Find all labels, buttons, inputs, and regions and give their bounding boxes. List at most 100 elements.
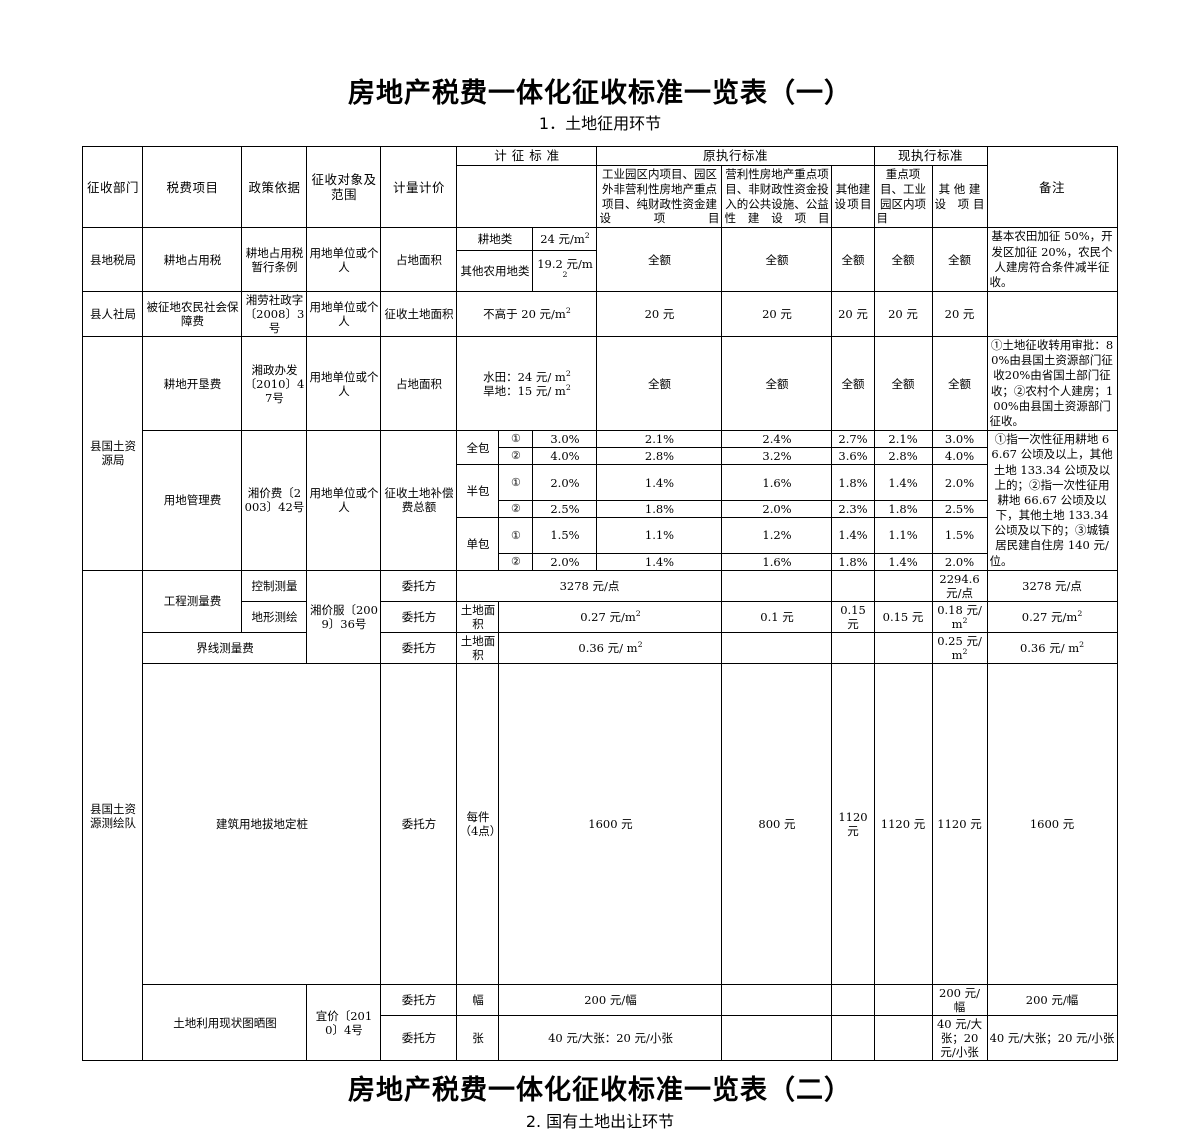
cell-item: 控制测量 bbox=[241, 569, 308, 602]
table-row: 建筑用地拔地定桩 委托方 每件（4点） 1600 元 800 元 1120 元 … bbox=[83, 662, 1118, 986]
cell-orig-c: 3.6% bbox=[831, 447, 875, 466]
cell-policy: 湘价费〔2003〕42号 bbox=[241, 430, 308, 571]
cell-item: 被征地农民社会保障费 bbox=[142, 291, 243, 338]
page-subtitle-2: 2. 国有土地出让环节 bbox=[525, 1111, 675, 1131]
cell-orig-a bbox=[721, 984, 833, 1017]
cell-object: 委托方 bbox=[380, 569, 458, 602]
cell-index: ② bbox=[498, 499, 534, 518]
cell-orig-a: 1.1% bbox=[596, 516, 723, 554]
header-item: 税费项目 bbox=[142, 146, 243, 229]
table-row: 半包 ① 2.0% 1.4% 1.6% 1.8% 1.4% 2.0% bbox=[83, 464, 1117, 518]
cell-cur-b: 全额 bbox=[931, 336, 988, 432]
cell-orig-a: 20 元 bbox=[596, 291, 723, 338]
cell-orig-a: 1.4% bbox=[596, 552, 723, 571]
cell-orig-a bbox=[721, 1015, 833, 1062]
cell-cur-b: 1.5% bbox=[931, 516, 988, 554]
cell-orig-b: 1.6% bbox=[721, 552, 833, 571]
cell-index: ① bbox=[498, 464, 534, 501]
cell-orig-a: 全额 bbox=[596, 336, 723, 432]
cell-orig-b: 0.15 元 bbox=[831, 600, 875, 633]
cell-orig-c: 1.8% bbox=[831, 464, 875, 501]
cell-standard: 1600 元 bbox=[498, 662, 723, 986]
header-original-group: 原执行标准 bbox=[596, 146, 875, 166]
cell-cur-b: 1600 元 bbox=[986, 662, 1118, 986]
cell-cur-a: 2.1% bbox=[873, 430, 933, 449]
cell-orig-a: 2.8% bbox=[596, 447, 723, 466]
cell-standard-value: 19.2 元/m2 bbox=[532, 249, 598, 293]
cell-orig-c: 20 元 bbox=[831, 291, 875, 338]
cell-object: 委托方 bbox=[380, 631, 458, 664]
table-row: 县人社局 被征地农民社会保障费 湘劳社政字〔2008〕3号 用地单位或个人 征收… bbox=[82, 291, 1118, 338]
header-measure: 计量计价 bbox=[380, 146, 458, 229]
cell-orig-b: 2.4% bbox=[721, 430, 833, 449]
cell-orig-a: 0.1 元 bbox=[721, 600, 833, 633]
cell-index: ① bbox=[498, 516, 534, 554]
cell-index: ① bbox=[498, 430, 534, 449]
cell-policy: 宜价〔2010〕4号 bbox=[306, 984, 382, 1062]
table-row: 县国土资源局 耕地开垦费 湘政办发〔2010〕47号 用地单位或个人 占地面积 … bbox=[82, 336, 1118, 571]
cell-standard: 不高于 20 元/m2 bbox=[456, 291, 598, 338]
cell-orig-a: 1.8% bbox=[596, 499, 723, 518]
fee-standards-table: 征收部门 税费项目 政策依据 征收对象及范围 计量计价 计 征 标 准 原执行标… bbox=[82, 146, 1118, 1062]
cell-cur-a: 1.8% bbox=[873, 499, 933, 518]
cell-cur-a: 1.4% bbox=[873, 464, 933, 501]
cell-cur-b: 0.27 元/m2 bbox=[986, 600, 1118, 633]
cell-index: ② bbox=[498, 447, 534, 466]
header-standard-spacer bbox=[456, 164, 598, 229]
cell-orig-a: 2.1% bbox=[596, 430, 723, 449]
cell-cur-a: 全额 bbox=[873, 336, 933, 432]
table-row: 县国土资源测绘队 工程测量费 控制测量 湘价服〔2009〕36号 委托方 327… bbox=[82, 569, 1118, 1062]
cell-standard: 水田：24 元/ m2 旱地：15 元/ m2 bbox=[456, 336, 598, 432]
cell-standard-value: 24 元/m2 bbox=[532, 227, 598, 251]
cell-orig-a: 800 元 bbox=[721, 662, 833, 986]
cell-cur-a: 2.8% bbox=[873, 447, 933, 466]
cell-index: ② bbox=[498, 552, 534, 571]
cell-orig-b bbox=[831, 984, 875, 1017]
cell-policy: 湘劳社政字〔2008〕3号 bbox=[241, 291, 308, 338]
cell-cur-a: 0.18 元/m2 bbox=[931, 600, 988, 633]
cell-orig-b: 1.2% bbox=[721, 516, 833, 554]
cell-item: 耕地占用税 bbox=[142, 227, 243, 293]
cell-measure: 土地面积 bbox=[456, 631, 500, 664]
cell-standard: 1.5% bbox=[532, 516, 598, 554]
cell-measure: 征收土地补偿费总额 bbox=[380, 430, 458, 571]
table-row: 其他农用地类 19.2 元/m2 bbox=[83, 249, 1117, 293]
cell-orig-b: 20 元 bbox=[721, 291, 833, 338]
cell-standard: 3.0% bbox=[532, 430, 598, 449]
cell-measure: 每件（4点） bbox=[456, 662, 500, 986]
table-row: ② 2.5% 1.8% 2.0% 2.3% 1.8% 2.5% bbox=[83, 499, 1117, 518]
header-cur-a: 重点项目、工业园区内项目 bbox=[873, 164, 933, 229]
cell-cur-a: 20 元 bbox=[873, 291, 933, 338]
cell-orig-c: 1120 元 bbox=[873, 662, 933, 986]
cell-object: 委托方 bbox=[380, 984, 458, 1017]
cell-cur-b: 2.0% bbox=[931, 464, 988, 501]
cell-measure: 土地面积 bbox=[456, 600, 500, 633]
cell-package-label: 全包 bbox=[456, 430, 500, 466]
title-block-bottom: 房地产税费一体化征收标准一览表（二） 2. 国有土地出让环节 bbox=[0, 1061, 1200, 1133]
cell-dept: 县人社局 bbox=[82, 291, 144, 338]
page-title-1: 房地产税费一体化征收标准一览表（一） bbox=[348, 78, 852, 109]
cell-orig-a: 全额 bbox=[596, 227, 723, 293]
cell-remark: ①土地征收转用审批：80%由县国土资源部门征收20%由省国土部门征收；②农村个人… bbox=[986, 336, 1118, 432]
cell-object: 委托方 bbox=[380, 662, 458, 986]
cell-object: 用地单位或个人 bbox=[306, 336, 382, 432]
cell-orig-c: 1.4% bbox=[831, 516, 875, 554]
cell-orig-a: 1.4% bbox=[596, 464, 723, 501]
table-row: 界线测量费 委托方 土地面积 0.36 元/ m2 0.25 元/ m2 0.3… bbox=[83, 631, 1118, 664]
table-row: 用地管理费 湘价费〔2003〕42号 用地单位或个人 征收土地补偿费总额 全包 … bbox=[83, 430, 1118, 571]
cell-package-label: 单包 bbox=[456, 516, 500, 571]
cell-measure: 占地面积 bbox=[380, 336, 458, 432]
cell-package-label: 半包 bbox=[456, 464, 500, 518]
page-subtitle-1: 1．土地征用环节 bbox=[538, 114, 662, 134]
cell-orig-b: 全额 bbox=[721, 227, 833, 293]
header-policy: 政策依据 bbox=[241, 146, 308, 229]
cell-policy: 耕地占用税暂行条例 bbox=[241, 227, 308, 293]
table-row: 单包 ① 1.5% 1.1% 1.2% 1.4% 1.1% 1.5% bbox=[83, 516, 1117, 571]
cell-standard: 3278 元/点 bbox=[456, 569, 723, 602]
cell-cur-a: 0.25 元/ m2 bbox=[931, 631, 988, 664]
cell-orig-b bbox=[831, 631, 875, 664]
cell-remark: 基本农田加征 50%，开发区加征 20%，农民个人建房符合条件减半征收。 bbox=[986, 227, 1118, 293]
cell-orig-c: 全额 bbox=[831, 227, 875, 293]
page-title-2: 房地产税费一体化征收标准一览表（二） bbox=[348, 1075, 852, 1107]
cell-standard: 2.0% bbox=[532, 552, 598, 571]
